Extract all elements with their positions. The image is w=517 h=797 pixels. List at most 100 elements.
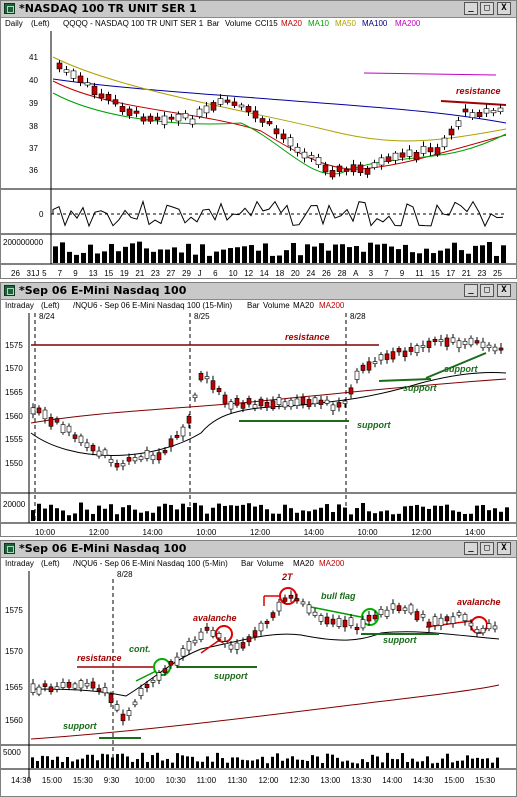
window-titlebar[interactable]: *Sep 06 E-Mini Nasdaq 100 _ □ X — [1, 541, 516, 558]
price-bar — [66, 425, 72, 433]
price-bar — [384, 609, 390, 617]
volume-bar — [246, 760, 249, 768]
price-bar — [144, 684, 150, 689]
price-bar — [354, 626, 360, 631]
window-titlebar[interactable]: *NASDAQ 100 TR UNIT SER 1 _ □ X — [1, 1, 516, 18]
volume-bar — [336, 757, 339, 768]
volume-bar — [445, 248, 450, 263]
x-tick: A — [353, 269, 359, 278]
window-titlebar[interactable]: *Sep 06 E-Mini Nasdaq 100 _ □ X — [1, 283, 516, 300]
volume-bar — [103, 508, 107, 521]
price-bar — [84, 82, 91, 86]
price-bar — [96, 688, 102, 692]
price-bar — [474, 629, 480, 633]
maximize-button[interactable]: □ — [480, 284, 494, 297]
price-bar — [306, 399, 312, 407]
volume-bar — [236, 757, 239, 768]
volume-bar — [481, 504, 485, 521]
price-bar — [343, 168, 350, 172]
volume-bar — [381, 762, 384, 768]
volume-bar — [127, 505, 131, 521]
scale-label: (Left) — [41, 301, 60, 310]
price-bar — [385, 156, 392, 162]
minimize-button[interactable]: _ — [464, 542, 478, 555]
x-tick: 5 — [42, 269, 47, 278]
volume-bar — [235, 247, 240, 263]
volume-bar — [298, 255, 303, 263]
volume-bar — [397, 513, 401, 521]
price-bar — [78, 680, 84, 689]
volume-bar — [151, 512, 155, 521]
volume-bar — [207, 255, 212, 263]
price-bar — [36, 407, 42, 414]
volume-bar — [53, 246, 58, 263]
volume-bar — [214, 251, 219, 263]
price-bar — [312, 397, 318, 405]
volume-bar — [265, 509, 269, 521]
maximize-button[interactable]: □ — [480, 542, 494, 555]
x-tick: 14:00 — [304, 528, 325, 537]
volume-bar — [121, 507, 125, 521]
volume-bar — [289, 508, 293, 521]
bull-flag-marker-icon — [361, 608, 379, 626]
price-bar — [357, 164, 364, 174]
price-bar — [56, 62, 63, 70]
maximize-button[interactable]: □ — [480, 2, 494, 15]
price-bar — [42, 683, 48, 687]
cci-line — [52, 199, 504, 228]
price-bar — [300, 601, 306, 605]
minimize-button[interactable]: _ — [464, 284, 478, 297]
price-bar — [246, 636, 252, 643]
ma20-line — [52, 80, 507, 170]
price-bar — [217, 98, 224, 105]
price-bar — [399, 152, 406, 158]
price-bar — [264, 620, 270, 624]
price-bar — [330, 404, 336, 411]
volume-bar — [116, 251, 121, 263]
price-bar — [72, 434, 78, 439]
price-bar — [240, 642, 246, 649]
ma200-line — [30, 684, 500, 740]
price-bar — [384, 353, 390, 360]
price-bar — [270, 400, 276, 409]
volume-bar — [496, 757, 499, 768]
price-bar — [413, 151, 420, 161]
volume-bar — [81, 758, 84, 768]
x-tick: 15:30 — [73, 776, 94, 785]
window-title: *Sep 06 E-Mini Nasdaq 100 — [19, 542, 187, 555]
ma-label: MA200 — [395, 19, 421, 28]
volume-bar — [271, 756, 274, 768]
price-bar — [366, 614, 372, 622]
volume-bar — [401, 753, 404, 768]
price-bar — [444, 616, 450, 622]
close-button[interactable]: X — [497, 542, 511, 555]
volume-bar — [469, 513, 473, 521]
cont-annotation: cont. — [129, 644, 151, 654]
price-bar — [90, 444, 96, 452]
volume-bar — [130, 243, 135, 263]
x-tick: 13:00 — [320, 776, 341, 785]
volume-bar — [505, 507, 509, 521]
volume-bar — [426, 756, 429, 768]
close-button[interactable]: X — [497, 2, 511, 15]
price-bar — [203, 105, 210, 114]
volume-bar — [56, 756, 59, 768]
volume-bar — [181, 755, 184, 768]
close-button[interactable]: X — [497, 284, 511, 297]
price-bar — [252, 630, 258, 638]
avalanche-arrow — [200, 638, 222, 654]
volume-bar — [424, 248, 429, 263]
volume-bar — [452, 242, 457, 263]
volume-bar — [277, 255, 282, 263]
x-tick: 28 — [338, 269, 347, 278]
support-annotation: support — [63, 721, 97, 731]
volume-bar — [276, 753, 279, 768]
price-bar — [192, 394, 198, 399]
minimize-button[interactable]: _ — [464, 2, 478, 15]
price-bar — [348, 617, 354, 626]
price-bar — [492, 625, 498, 630]
price-bar — [301, 151, 308, 159]
volume-bar — [480, 245, 485, 263]
volume-bar — [391, 514, 395, 521]
price-bar — [396, 605, 402, 611]
